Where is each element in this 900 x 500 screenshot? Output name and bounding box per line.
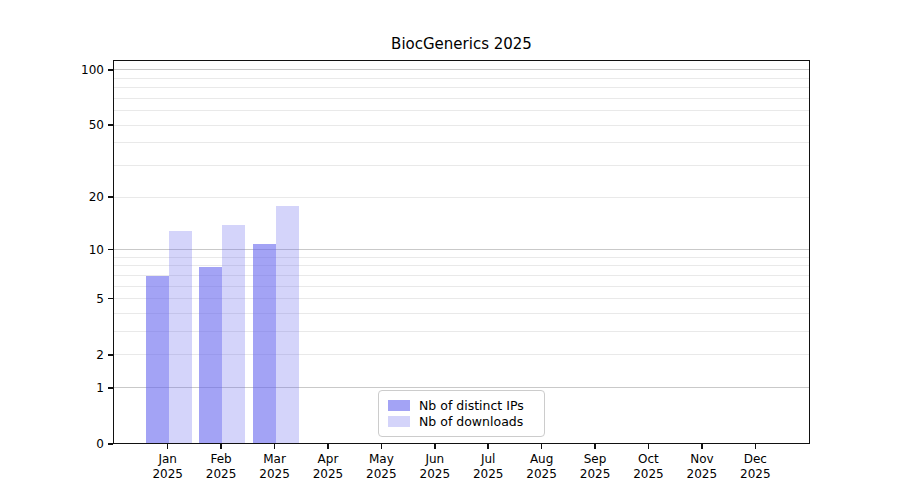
x-tick-label-aug: Aug2025 [512,452,572,482]
y-tick-label: 0 [64,438,104,450]
gridline-minor [114,98,809,99]
x-tick-mark [274,444,276,449]
x-tick-mark [327,444,329,449]
x-tick-mark [434,444,436,449]
bar-downloads-jan [169,231,192,443]
y-tick-mark [108,443,113,445]
gridline-major [114,249,809,250]
x-tick-label-sep: Sep2025 [565,452,625,482]
gridline-minor [114,87,809,88]
y-tick-mark [108,124,113,126]
gridline-major [114,69,809,70]
x-tick-label-mar: Mar2025 [245,452,305,482]
x-tick-mark [701,444,703,449]
gridline-minor [114,197,809,198]
y-tick-label: 5 [64,293,104,305]
x-tick-label-apr: Apr2025 [298,452,358,482]
x-tick-label-jul: Jul2025 [458,452,518,482]
plot-area [113,60,810,444]
gridline-minor [114,110,809,111]
legend-swatch-downloads-icon [388,416,410,427]
x-tick-mark [220,444,222,449]
gridline-minor [114,257,809,258]
x-tick-label-may: May2025 [351,452,411,482]
x-tick-label-jan: Jan2025 [138,452,198,482]
x-tick-mark [648,444,650,449]
bar-distinct-ips-jan [146,276,169,443]
x-tick-label-oct: Oct2025 [618,452,678,482]
y-tick-mark [108,196,113,198]
chart-title: BiocGenerics 2025 [113,35,810,53]
x-tick-mark [594,444,596,449]
figure: BiocGenerics 2025 0 1 2 5 10 20 50 100 Jan2025F… [0,0,900,500]
y-tick-mark [108,354,113,356]
legend-label-downloads: Nb of downloads [419,414,523,429]
gridline-minor [114,142,809,143]
bar-distinct-ips-mar [253,244,276,444]
gridline-minor [114,165,809,166]
y-tick-label: 50 [64,119,104,131]
y-tick-label: 100 [64,64,104,76]
y-tick-label: 20 [64,191,104,203]
y-tick-label: 2 [64,349,104,361]
x-tick-mark [167,444,169,449]
x-tick-label-feb: Feb2025 [191,452,251,482]
legend-item-downloads: Nb of downloads [388,414,534,429]
x-tick-label-jun: Jun2025 [405,452,465,482]
legend: Nb of distinct IPs Nb of downloads [378,390,545,437]
y-tick-mark [108,298,113,300]
y-tick-mark [108,249,113,251]
gridline-minor [114,78,809,79]
x-tick-mark [487,444,489,449]
x-tick-mark [541,444,543,449]
bar-distinct-ips-feb [199,267,222,444]
y-tick-label: 10 [64,244,104,256]
y-tick-label: 1 [64,382,104,394]
legend-swatch-distinct-ips-icon [388,400,410,411]
legend-label-distinct-ips: Nb of distinct IPs [419,398,524,413]
y-tick-mark [108,387,113,389]
y-tick-mark [108,69,113,71]
x-tick-mark [381,444,383,449]
x-tick-mark [755,444,757,449]
x-tick-label-nov: Nov2025 [672,452,732,482]
bar-downloads-mar [276,206,299,443]
x-tick-label-dec: Dec2025 [725,452,785,482]
bar-downloads-feb [222,225,245,443]
gridline-minor [114,125,809,126]
legend-item-distinct-ips: Nb of distinct IPs [388,398,534,413]
